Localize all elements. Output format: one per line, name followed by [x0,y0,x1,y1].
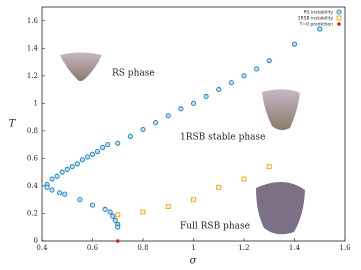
x-tick-label: 0.4 [36,244,48,252]
y-tick-label: 0.8 [27,127,38,135]
y-tick-label: 1.2 [27,72,38,80]
marker [115,239,120,243]
x-tick-label: 1.2 [238,244,249,252]
marker [178,106,184,112]
y-tick-label: 1.6 [27,17,39,25]
y-axis-label: T [9,119,17,130]
marker [153,120,159,126]
marker [102,206,108,212]
annotation: Full RSB phase [180,222,250,232]
marker [140,209,146,215]
marker [190,100,197,106]
marker [57,190,63,196]
y-tick-label: 1.4 [27,44,39,52]
marker [89,151,96,157]
marker [266,164,272,170]
marker [317,26,323,32]
marker [49,176,55,182]
marker [291,41,298,47]
marker [254,66,260,72]
x-tick-label: 1.4 [289,244,301,252]
y-tick-label: 0 [34,237,38,245]
marker [191,197,196,203]
legend-label: T=0 prediction [299,22,334,28]
marker [84,154,90,160]
marker [228,80,234,86]
marker [59,169,65,175]
y-tick-label: 0.2 [27,209,38,217]
marker [115,212,121,218]
x-axis-label: σ [190,256,198,267]
marker [62,191,68,197]
marker [110,213,116,219]
frsb-surface [256,181,305,235]
x-tick-label: 1 [191,244,195,252]
legend-label: RS instability [304,10,334,16]
marker [89,202,96,208]
marker [100,144,106,150]
marker [165,204,171,210]
marker [216,87,222,93]
marker [266,58,272,64]
marker [69,164,75,170]
rs-surface [60,52,102,81]
annotation: 1RSB stable phase [180,133,265,143]
marker [107,209,113,215]
marker [165,113,171,119]
y-tick-label: 0.6 [27,154,39,162]
marker [115,140,121,146]
marker [216,184,222,190]
x-tick-label: 0.8 [137,244,148,252]
x-tick-label: 0.6 [87,244,99,252]
annotation: RS phase [112,69,155,79]
marker [127,133,133,139]
legend-marker [337,22,341,26]
marker [49,187,55,193]
marker [105,142,111,148]
marker [241,73,247,79]
marker [203,93,209,100]
marker [140,126,146,133]
marker [44,184,50,190]
marker [115,224,121,230]
marker [95,148,101,155]
x-tick-label: 1.6 [339,244,351,252]
y-tick-label: 1 [34,99,38,107]
surface-illustrations [60,52,305,235]
legend-marker [336,15,342,21]
marker [112,217,118,223]
marker [241,176,247,182]
marker [74,161,80,167]
marker [77,197,83,203]
1rsb-surface [262,89,300,131]
marker [79,157,85,163]
legend-marker [336,9,342,15]
y-tick-label: 0.4 [27,182,39,190]
marker [64,166,70,172]
legend-label: 1RSB instability [298,16,334,22]
marker [54,173,60,179]
